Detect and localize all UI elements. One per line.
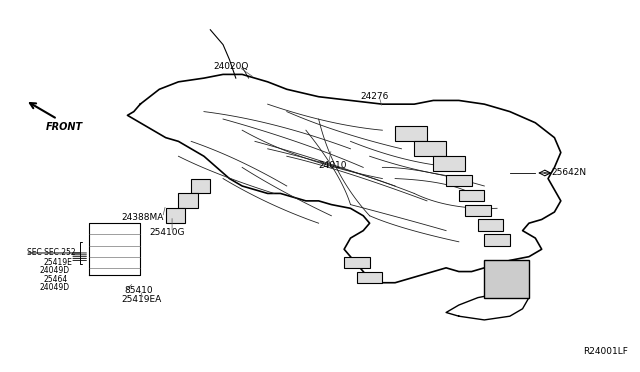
Bar [166, 208, 185, 223]
Text: 24388MA: 24388MA [121, 213, 163, 222]
Text: 25464: 25464 [44, 275, 68, 283]
Bar [478, 219, 504, 231]
Bar [179, 193, 198, 208]
Bar [484, 260, 529, 298]
Bar [465, 205, 491, 216]
Bar [484, 234, 510, 246]
Text: R24001LF: R24001LF [583, 347, 628, 356]
Text: SEC SEC.252: SEC SEC.252 [27, 248, 76, 257]
Bar [446, 175, 472, 186]
Bar [433, 156, 465, 171]
Bar [344, 257, 370, 268]
Text: 24049D: 24049D [40, 266, 70, 275]
Text: 25642N: 25642N [551, 169, 586, 177]
Bar [395, 126, 427, 141]
Bar [459, 190, 484, 201]
Text: 24049D: 24049D [40, 283, 70, 292]
Bar [414, 141, 446, 156]
Text: 25410G: 25410G [150, 228, 185, 237]
Text: 24010: 24010 [319, 161, 347, 170]
Bar [191, 179, 211, 193]
Text: 24020Q: 24020Q [214, 62, 249, 71]
Bar [357, 272, 382, 283]
Text: FRONT: FRONT [46, 122, 83, 132]
Text: 25419E: 25419E [44, 258, 72, 267]
Text: 24276: 24276 [360, 92, 388, 101]
Text: 25419EA: 25419EA [121, 295, 161, 304]
Text: 85410: 85410 [124, 286, 153, 295]
